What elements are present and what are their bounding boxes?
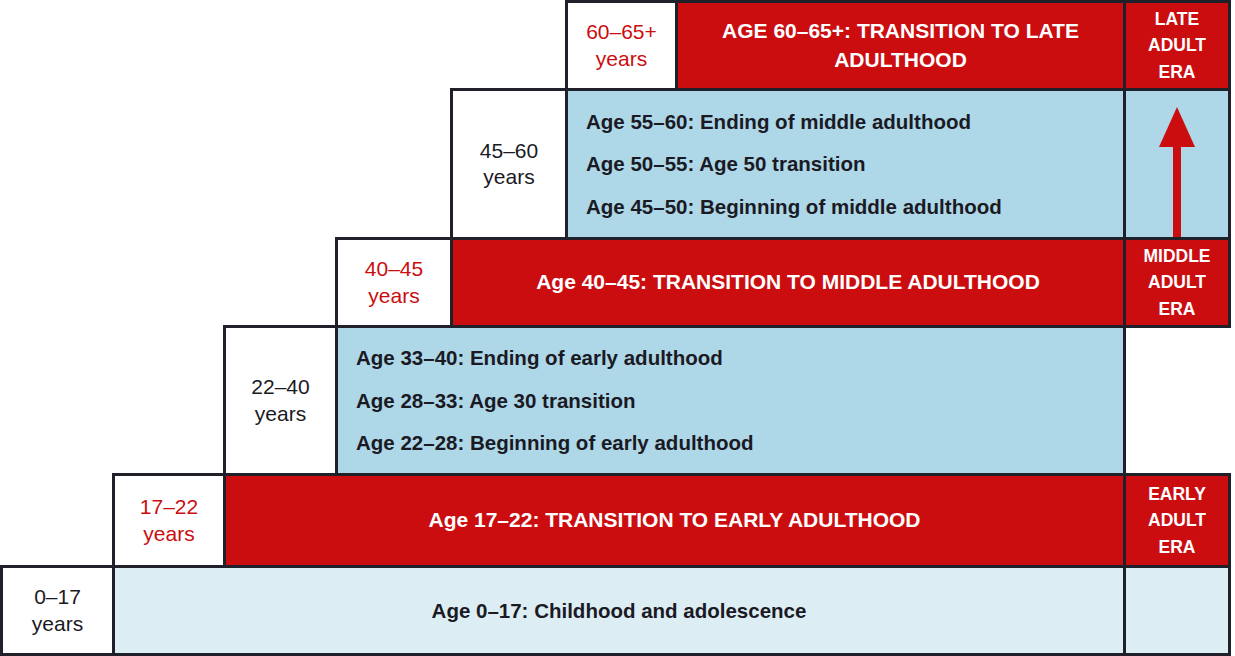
era-cell-early-adult: EARLY ADULT ERA — [1123, 473, 1231, 568]
era-arrow-cell-middle — [1123, 88, 1231, 240]
age-range-box-40-45: 40–45 years — [335, 237, 453, 328]
age-range-box-45-60: 45–60 years — [450, 88, 568, 240]
age-range-value: 22–40 — [251, 374, 309, 400]
age-range-unit: years — [255, 401, 306, 427]
stage-item: Age 55–60: Ending of middle adulthood — [586, 110, 971, 134]
stage-item: Age 22–28: Beginning of early adulthood — [356, 431, 754, 455]
age-range-box-0-17: 0–17 years — [0, 565, 115, 656]
transition-bar-middle-adulthood: Age 40–45: TRANSITION TO MIDDLE ADULTHOO… — [450, 237, 1126, 328]
age-range-value: 45–60 — [480, 138, 538, 164]
stage-item: Age 28–33: Age 30 transition — [356, 389, 636, 413]
age-range-unit: years — [143, 521, 194, 547]
up-arrow-icon — [1126, 91, 1228, 237]
transition-label: AGE 60–65+: TRANSITION TO LATE ADULTHOOD — [678, 17, 1123, 74]
transition-bar-early-adulthood: Age 17–22: TRANSITION TO EARLY ADULTHOOD — [223, 473, 1126, 568]
stage-box-middle-adulthood: Age 55–60: Ending of middle adulthood Ag… — [565, 88, 1126, 240]
stage-item: Age 50–55: Age 50 transition — [586, 152, 866, 176]
stage-label: Age 0–17: Childhood and adolescence — [432, 599, 807, 623]
transition-bar-late-adulthood: AGE 60–65+: TRANSITION TO LATE ADULTHOOD — [675, 0, 1126, 91]
era-cell-middle-adult: MIDDLE ADULT ERA — [1123, 237, 1231, 328]
era-label: LATE ADULT ERA — [1134, 6, 1220, 85]
era-cell-late-adult: LATE ADULT ERA — [1123, 0, 1231, 91]
age-range-value: 60–65+ — [586, 19, 657, 45]
transition-label: Age 40–45: TRANSITION TO MIDDLE ADULTHOO… — [500, 268, 1076, 296]
age-range-value: 40–45 — [365, 256, 423, 282]
age-range-box-60-65: 60–65+ years — [565, 0, 678, 91]
age-range-unit: years — [32, 611, 83, 637]
adult-development-stage-diagram: 60–65+ years AGE 60–65+: TRANSITION TO L… — [0, 0, 1235, 656]
era-cell-empty — [1123, 565, 1231, 656]
stage-item: Age 33–40: Ending of early adulthood — [356, 346, 723, 370]
age-range-unit: years — [483, 164, 534, 190]
era-label: EARLY ADULT ERA — [1134, 481, 1220, 560]
transition-label: Age 17–22: TRANSITION TO EARLY ADULTHOOD — [392, 506, 956, 534]
stage-item: Age 45–50: Beginning of middle adulthood — [586, 195, 1002, 219]
age-range-unit: years — [596, 46, 647, 72]
age-range-value: 17–22 — [140, 494, 198, 520]
age-range-value: 0–17 — [34, 584, 81, 610]
age-range-box-17-22: 17–22 years — [112, 473, 226, 568]
age-range-unit: years — [368, 283, 419, 309]
stage-box-childhood: Age 0–17: Childhood and adolescence — [112, 565, 1126, 656]
stage-box-early-adulthood: Age 33–40: Ending of early adulthood Age… — [335, 325, 1126, 476]
era-label: MIDDLE ADULT ERA — [1134, 243, 1220, 322]
age-range-box-22-40: 22–40 years — [223, 325, 338, 476]
